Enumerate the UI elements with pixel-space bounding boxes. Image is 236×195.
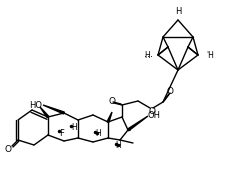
Polygon shape (40, 107, 49, 118)
Text: O: O (109, 98, 115, 106)
Polygon shape (107, 112, 112, 122)
Text: H: H (175, 7, 181, 17)
Text: H: H (71, 122, 77, 131)
Text: H: H (115, 142, 121, 151)
Text: O: O (4, 144, 12, 153)
Polygon shape (127, 116, 148, 131)
Polygon shape (43, 105, 64, 114)
Text: H: H (144, 51, 150, 59)
Text: OH: OH (148, 111, 161, 120)
Text: HO: HO (29, 100, 42, 110)
Text: O: O (148, 106, 156, 115)
Text: O: O (167, 88, 173, 97)
Text: ...: ... (144, 49, 153, 59)
Text: F: F (59, 129, 64, 137)
Text: H: H (95, 129, 101, 137)
Text: 'H: 'H (206, 51, 214, 59)
